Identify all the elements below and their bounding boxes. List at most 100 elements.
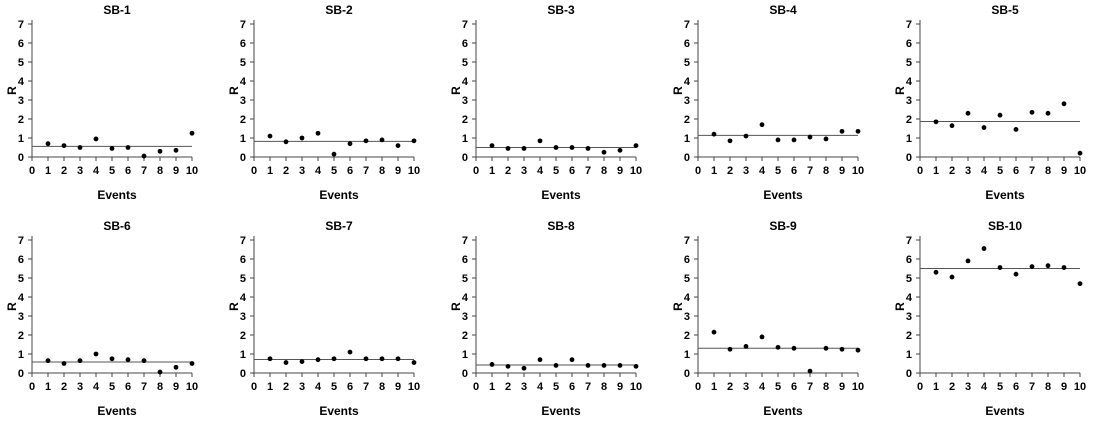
- x-tick-label: 7: [585, 165, 591, 177]
- data-point: [711, 329, 717, 335]
- y-tick-label: 5: [684, 273, 690, 285]
- y-tick-label: 7: [240, 235, 246, 247]
- y-axis-label: R: [449, 302, 463, 311]
- y-tick-label: 7: [240, 19, 246, 31]
- y-tick-label: 5: [906, 273, 912, 285]
- x-tick-label: 2: [61, 165, 67, 177]
- y-tick-label: 1: [684, 349, 690, 361]
- x-tick-label: 8: [379, 381, 385, 393]
- x-tick-label: 8: [157, 165, 163, 177]
- x-tick-label: 4: [537, 381, 544, 393]
- x-tick-label: 1: [267, 381, 273, 393]
- x-tick-label: 7: [585, 381, 591, 393]
- data-point: [839, 128, 845, 134]
- x-tick-label: 6: [569, 165, 575, 177]
- x-tick-label: 0: [917, 381, 923, 393]
- x-tick-label: 4: [759, 165, 766, 177]
- x-tick-label: 1: [711, 165, 717, 177]
- x-tick-label: 3: [521, 165, 527, 177]
- x-axis-label: Events: [319, 404, 359, 418]
- x-tick-label: 2: [61, 381, 67, 393]
- x-tick-label: 5: [553, 165, 559, 177]
- data-point: [283, 360, 289, 365]
- data-point: [727, 346, 733, 352]
- data-point: [189, 361, 195, 366]
- data-point: [981, 246, 987, 251]
- data-point: [93, 351, 99, 357]
- y-tick-label: 2: [462, 330, 468, 342]
- data-point: [759, 334, 765, 340]
- data-point: [489, 362, 495, 367]
- data-point: [537, 138, 543, 144]
- x-tick-label: 1: [267, 165, 273, 177]
- x-tick-label: 6: [791, 381, 797, 393]
- x-tick-label: 8: [601, 381, 607, 393]
- x-axis-label: Events: [97, 404, 137, 418]
- y-tick-label: 1: [906, 133, 912, 145]
- x-tick-label: 9: [1061, 165, 1067, 177]
- x-tick-label: 8: [823, 381, 829, 393]
- y-tick-label: 6: [240, 38, 246, 50]
- x-tick-label: 9: [839, 381, 845, 393]
- y-axis-label: R: [227, 86, 241, 95]
- data-point: [125, 357, 131, 363]
- y-tick-label: 0: [18, 368, 24, 380]
- x-tick-label: 10: [186, 165, 198, 177]
- chart-title: SB-4: [769, 3, 797, 17]
- x-tick-label: 9: [1061, 381, 1067, 393]
- x-tick-label: 6: [347, 381, 353, 393]
- data-point: [315, 357, 321, 363]
- y-tick-label: 4: [462, 292, 469, 304]
- y-tick-label: 7: [684, 19, 690, 31]
- x-tick-label: 5: [553, 381, 559, 393]
- data-point: [77, 358, 83, 364]
- x-tick-label: 4: [315, 165, 322, 177]
- x-axis-label: Events: [319, 188, 359, 202]
- data-point: [839, 346, 845, 352]
- data-point: [61, 361, 67, 366]
- x-tick-label: 6: [347, 165, 353, 177]
- x-tick-label: 3: [299, 381, 305, 393]
- y-tick-label: 0: [240, 152, 246, 164]
- y-tick-label: 4: [18, 292, 25, 304]
- data-point: [521, 365, 527, 371]
- data-point: [489, 143, 495, 149]
- y-tick-label: 3: [240, 311, 246, 323]
- x-tick-label: 10: [1074, 381, 1086, 393]
- data-point: [1077, 281, 1083, 287]
- y-tick-label: 1: [906, 349, 912, 361]
- x-tick-label: 0: [251, 381, 257, 393]
- x-axis-label: Events: [763, 404, 803, 418]
- data-point: [1029, 264, 1035, 269]
- x-tick-label: 6: [791, 165, 797, 177]
- x-tick-label: 3: [965, 165, 971, 177]
- x-axis-label: Events: [763, 188, 803, 202]
- chart-title: SB-1: [103, 3, 131, 17]
- y-tick-label: 3: [906, 95, 912, 107]
- data-point: [521, 146, 527, 151]
- x-tick-label: 7: [807, 381, 813, 393]
- x-tick-label: 0: [251, 165, 257, 177]
- chart-title: SB-5: [991, 3, 1019, 17]
- y-tick-label: 6: [906, 38, 912, 50]
- data-point: [569, 357, 575, 363]
- data-point: [395, 356, 401, 362]
- x-tick-label: 8: [157, 381, 163, 393]
- chart-title: SB-9: [769, 219, 797, 233]
- x-tick-label: 1: [45, 165, 51, 177]
- data-point: [823, 345, 829, 351]
- chart-title: SB-6: [103, 219, 131, 233]
- x-tick-label: 2: [505, 381, 511, 393]
- y-tick-label: 2: [684, 114, 690, 126]
- x-tick-label: 7: [141, 381, 147, 393]
- y-tick-label: 1: [240, 349, 246, 361]
- y-tick-label: 0: [18, 152, 24, 164]
- y-tick-label: 0: [684, 152, 690, 164]
- y-axis-label: R: [227, 302, 241, 311]
